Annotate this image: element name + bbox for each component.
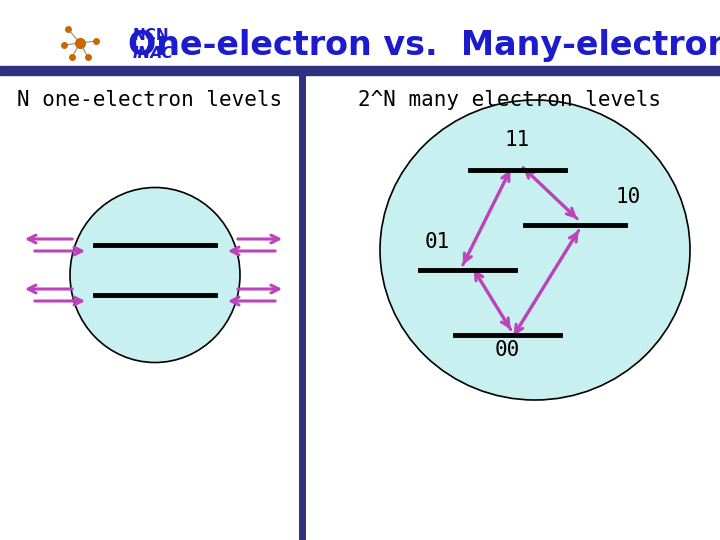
Text: 00: 00: [495, 340, 520, 360]
Text: N one-electron levels: N one-electron levels: [17, 90, 282, 110]
Text: 2^N many electron levels: 2^N many electron levels: [359, 90, 662, 110]
Ellipse shape: [380, 100, 690, 400]
Text: 11: 11: [505, 130, 530, 150]
Ellipse shape: [70, 187, 240, 362]
Text: INAC: INAC: [133, 45, 174, 60]
Text: One-electron vs.  Many-electron: One-electron vs. Many-electron: [128, 29, 720, 62]
Bar: [0, 66, 720, 75]
Text: 10: 10: [615, 187, 640, 207]
Text: NCN: NCN: [133, 28, 170, 43]
Text: 01: 01: [425, 232, 450, 252]
